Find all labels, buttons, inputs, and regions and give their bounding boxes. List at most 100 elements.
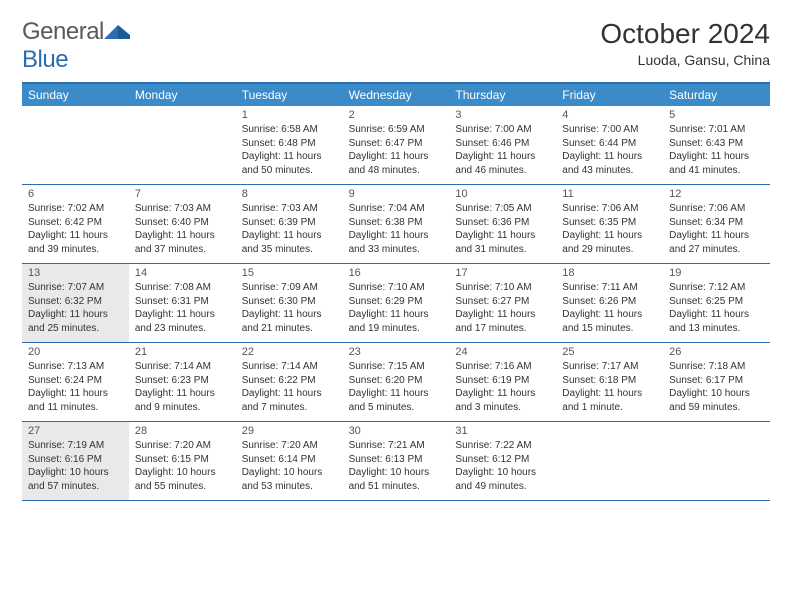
day-number: 10	[455, 188, 550, 200]
info-line: Sunrise: 7:16 AM	[455, 360, 550, 374]
info-line: Sunset: 6:17 PM	[669, 374, 764, 388]
day-info: Sunrise: 7:13 AMSunset: 6:24 PMDaylight:…	[28, 360, 123, 414]
day-info: Sunrise: 7:15 AMSunset: 6:20 PMDaylight:…	[349, 360, 444, 414]
info-line: Daylight: 11 hours and 17 minutes.	[455, 308, 550, 335]
day-number: 26	[669, 346, 764, 358]
day-17: 17Sunrise: 7:10 AMSunset: 6:27 PMDayligh…	[449, 264, 556, 342]
day-number: 14	[135, 267, 230, 279]
week-row: 1Sunrise: 6:58 AMSunset: 6:48 PMDaylight…	[22, 106, 770, 185]
day-number: 29	[242, 425, 337, 437]
info-line: Sunrise: 6:58 AM	[242, 123, 337, 137]
info-line: Daylight: 11 hours and 3 minutes.	[455, 387, 550, 414]
day-10: 10Sunrise: 7:05 AMSunset: 6:36 PMDayligh…	[449, 185, 556, 263]
info-line: Sunset: 6:44 PM	[562, 137, 657, 151]
day-number: 13	[28, 267, 123, 279]
day-number: 25	[562, 346, 657, 358]
day-number: 28	[135, 425, 230, 437]
day-1: 1Sunrise: 6:58 AMSunset: 6:48 PMDaylight…	[236, 106, 343, 184]
day-21: 21Sunrise: 7:14 AMSunset: 6:23 PMDayligh…	[129, 343, 236, 421]
info-line: Daylight: 10 hours and 59 minutes.	[669, 387, 764, 414]
day-number: 8	[242, 188, 337, 200]
day-number: 15	[242, 267, 337, 279]
info-line: Sunrise: 7:05 AM	[455, 202, 550, 216]
info-line: Sunrise: 7:00 AM	[455, 123, 550, 137]
day-28: 28Sunrise: 7:20 AMSunset: 6:15 PMDayligh…	[129, 422, 236, 500]
info-line: Sunrise: 7:20 AM	[242, 439, 337, 453]
info-line: Daylight: 11 hours and 46 minutes.	[455, 150, 550, 177]
day-25: 25Sunrise: 7:17 AMSunset: 6:18 PMDayligh…	[556, 343, 663, 421]
info-line: Sunrise: 7:06 AM	[562, 202, 657, 216]
day-number: 24	[455, 346, 550, 358]
day-info: Sunrise: 7:22 AMSunset: 6:12 PMDaylight:…	[455, 439, 550, 493]
day-number: 4	[562, 109, 657, 121]
info-line: Sunset: 6:12 PM	[455, 453, 550, 467]
empty-cell	[556, 422, 663, 500]
dow-saturday: Saturday	[663, 84, 770, 106]
day-number: 22	[242, 346, 337, 358]
day-5: 5Sunrise: 7:01 AMSunset: 6:43 PMDaylight…	[663, 106, 770, 184]
info-line: Sunrise: 7:17 AM	[562, 360, 657, 374]
info-line: Sunrise: 7:10 AM	[349, 281, 444, 295]
day-info: Sunrise: 7:07 AMSunset: 6:32 PMDaylight:…	[28, 281, 123, 335]
day-number: 21	[135, 346, 230, 358]
day-info: Sunrise: 7:10 AMSunset: 6:29 PMDaylight:…	[349, 281, 444, 335]
info-line: Sunset: 6:30 PM	[242, 295, 337, 309]
dow-wednesday: Wednesday	[343, 84, 450, 106]
day-11: 11 Sunrise: 7:06 AMSunset: 6:35 PMDayligh…	[556, 185, 663, 263]
day-number: 11	[562, 188, 657, 200]
info-line: Sunset: 6:20 PM	[349, 374, 444, 388]
brand-logo: GeneralBlue	[22, 18, 132, 74]
info-line: Daylight: 11 hours and 39 minutes.	[28, 229, 123, 256]
info-line: Sunrise: 7:18 AM	[669, 360, 764, 374]
day-number: 9	[349, 188, 444, 200]
day-number: 1	[242, 109, 337, 121]
info-line: Sunset: 6:34 PM	[669, 216, 764, 230]
info-line: Sunset: 6:16 PM	[28, 453, 123, 467]
day-info: Sunrise: 7:04 AMSunset: 6:38 PMDaylight:…	[349, 202, 444, 256]
info-line: Daylight: 11 hours and 11 minutes.	[28, 387, 123, 414]
info-line: Sunset: 6:13 PM	[349, 453, 444, 467]
info-line: Sunrise: 7:19 AM	[28, 439, 123, 453]
day-info: Sunrise: 7:11 AMSunset: 6:26 PMDaylight:…	[562, 281, 657, 335]
day-number: 12	[669, 188, 764, 200]
day-info: Sunrise: 7:06 AMSunset: 6:34 PMDaylight:…	[669, 202, 764, 256]
brand-name-a: General	[22, 18, 104, 45]
info-line: Sunset: 6:22 PM	[242, 374, 337, 388]
info-line: Sunrise: 7:13 AM	[28, 360, 123, 374]
info-line: Daylight: 11 hours and 27 minutes.	[669, 229, 764, 256]
info-line: Sunset: 6:39 PM	[242, 216, 337, 230]
day-number: 27	[28, 425, 123, 437]
day-info: Sunrise: 6:59 AMSunset: 6:47 PMDaylight:…	[349, 123, 444, 177]
day-number: 2	[349, 109, 444, 121]
dow-sunday: Sunday	[22, 84, 129, 106]
day-number: 23	[349, 346, 444, 358]
day-24: 24Sunrise: 7:16 AMSunset: 6:19 PMDayligh…	[449, 343, 556, 421]
info-line: Daylight: 11 hours and 25 minutes.	[28, 308, 123, 335]
day-22: 22Sunrise: 7:14 AMSunset: 6:22 PMDayligh…	[236, 343, 343, 421]
day-info: Sunrise: 7:20 AMSunset: 6:14 PMDaylight:…	[242, 439, 337, 493]
info-line: Sunset: 6:32 PM	[28, 295, 123, 309]
day-20: 20Sunrise: 7:13 AMSunset: 6:24 PMDayligh…	[22, 343, 129, 421]
info-line: Sunrise: 7:10 AM	[455, 281, 550, 295]
title-block: October 2024 Luoda, Gansu, China	[600, 18, 770, 68]
info-line: Daylight: 11 hours and 7 minutes.	[242, 387, 337, 414]
info-line: Sunrise: 7:14 AM	[135, 360, 230, 374]
day-info: Sunrise: 7:18 AMSunset: 6:17 PMDaylight:…	[669, 360, 764, 414]
day-info: Sunrise: 7:00 AMSunset: 6:46 PMDaylight:…	[455, 123, 550, 177]
info-line: Daylight: 10 hours and 55 minutes.	[135, 466, 230, 493]
info-line: Sunset: 6:38 PM	[349, 216, 444, 230]
info-line: Sunrise: 7:08 AM	[135, 281, 230, 295]
day-info: Sunrise: 7:06 AMSunset: 6:35 PMDaylight:…	[562, 202, 657, 256]
empty-cell	[129, 106, 236, 184]
info-line: Sunrise: 7:20 AM	[135, 439, 230, 453]
day-info: Sunrise: 7:03 AMSunset: 6:40 PMDaylight:…	[135, 202, 230, 256]
info-line: Daylight: 11 hours and 13 minutes.	[669, 308, 764, 335]
day-2: 2 Sunrise: 6:59 AMSunset: 6:47 PMDaylight…	[343, 106, 450, 184]
month-title: October 2024	[600, 18, 770, 50]
dow-tuesday: Tuesday	[236, 84, 343, 106]
day-info: Sunrise: 7:02 AMSunset: 6:42 PMDaylight:…	[28, 202, 123, 256]
info-line: Daylight: 11 hours and 48 minutes.	[349, 150, 444, 177]
day-18: 18Sunrise: 7:11 AMSunset: 6:26 PMDayligh…	[556, 264, 663, 342]
day-19: 19Sunrise: 7:12 AMSunset: 6:25 PMDayligh…	[663, 264, 770, 342]
info-line: Sunset: 6:26 PM	[562, 295, 657, 309]
